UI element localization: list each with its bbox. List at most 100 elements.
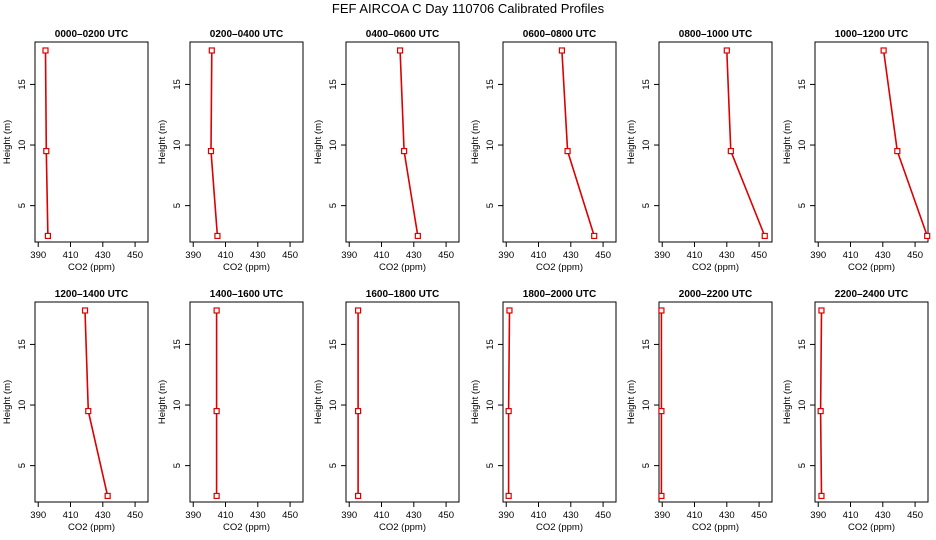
x-tick-label: 450 xyxy=(907,250,923,261)
x-tick-label: 390 xyxy=(810,510,826,521)
x-tick-label: 430 xyxy=(95,510,111,521)
plot-frame xyxy=(502,301,617,503)
x-axis-label: CO2 (ppm) xyxy=(68,262,115,273)
x-tick-label: 450 xyxy=(438,510,454,521)
plot-frame xyxy=(34,41,149,243)
profile-point xyxy=(505,407,512,415)
profile-point xyxy=(658,407,665,415)
y-tick-label: 5 xyxy=(328,463,339,468)
profile-point xyxy=(208,47,215,54)
y-tick-label: 10 xyxy=(485,140,496,151)
y-tick-label: 5 xyxy=(641,463,652,468)
x-tick-label: 410 xyxy=(531,250,547,261)
profile-panel: 1600–1800 UTC 390 410 430 450 5 10 15 CO2 (ppm) H… xyxy=(313,289,460,533)
x-tick-label: 430 xyxy=(406,250,422,261)
y-tick-label: 15 xyxy=(328,79,339,90)
profile-line xyxy=(399,50,419,237)
profile-point xyxy=(818,492,825,500)
x-tick-label: 390 xyxy=(498,510,514,521)
y-tick-label: 10 xyxy=(641,140,652,151)
y-tick-label: 10 xyxy=(797,140,808,151)
profile-panel: 1200–1400 UTC 390 410 430 450 5 10 15 CO2 (ppm) H… xyxy=(2,289,149,533)
profile-point xyxy=(355,307,362,314)
x-tick-label: 410 xyxy=(63,510,79,521)
y-tick-label: 5 xyxy=(485,203,496,208)
plot-frame xyxy=(34,301,149,503)
profile-point xyxy=(355,492,362,500)
y-tick-label: 15 xyxy=(641,339,652,350)
y-tick-label: 10 xyxy=(17,400,28,411)
x-axis-label: CO2 (ppm) xyxy=(68,522,115,533)
x-tick-label: 410 xyxy=(843,510,859,521)
plot-frame xyxy=(189,301,304,503)
profile-point xyxy=(44,232,52,240)
profile-line xyxy=(882,50,928,237)
y-tick-label: 15 xyxy=(328,339,339,350)
profile-line xyxy=(44,50,49,236)
y-axis-label: Height (m) xyxy=(470,120,481,164)
x-tick-label: 450 xyxy=(282,510,298,521)
x-tick-label: 450 xyxy=(595,510,611,521)
x-tick-label: 390 xyxy=(810,250,826,261)
profile-point xyxy=(880,47,887,54)
y-tick-label: 15 xyxy=(797,339,808,350)
profile-line xyxy=(507,310,511,496)
profile-point xyxy=(723,47,730,54)
x-tick-label: 450 xyxy=(751,250,767,261)
profile-panel: 0800–1000 UTC 390 410 430 450 5 10 15 CO2 (ppm) H… xyxy=(626,29,773,273)
y-tick-label: 5 xyxy=(328,203,339,208)
x-tick-label: 390 xyxy=(341,250,357,261)
y-axis-label: Height (m) xyxy=(470,380,481,424)
x-tick-label: 390 xyxy=(654,250,670,261)
plot-frame xyxy=(658,41,773,243)
y-tick-label: 10 xyxy=(17,140,28,151)
x-axis-label: CO2 (ppm) xyxy=(692,522,739,533)
x-tick-label: 430 xyxy=(719,510,735,521)
y-tick-label: 5 xyxy=(797,463,808,468)
y-tick-label: 15 xyxy=(485,339,496,350)
y-tick-label: 5 xyxy=(17,463,28,468)
profile-point xyxy=(213,407,220,415)
x-tick-label: 430 xyxy=(563,510,579,521)
panel-title: 1000–1200 UTC xyxy=(835,29,908,40)
x-axis-label: CO2 (ppm) xyxy=(536,522,583,533)
x-tick-label: 430 xyxy=(250,510,266,521)
profile-line xyxy=(561,50,595,237)
panel-title: 0000–0200 UTC xyxy=(55,29,128,40)
x-axis-label: CO2 (ppm) xyxy=(223,262,270,273)
y-axis-label: Height (m) xyxy=(157,120,168,164)
y-tick-label: 10 xyxy=(172,140,183,151)
y-tick-label: 15 xyxy=(17,339,28,350)
x-tick-label: 430 xyxy=(875,250,891,261)
x-tick-label: 450 xyxy=(127,250,143,261)
profile-point xyxy=(213,492,220,500)
profile-line xyxy=(726,50,766,237)
x-axis-label: CO2 (ppm) xyxy=(692,262,739,273)
x-tick-label: 390 xyxy=(185,510,201,521)
plot-frame xyxy=(345,41,460,243)
x-tick-label: 450 xyxy=(595,250,611,261)
panel-title: 0600–0800 UTC xyxy=(523,29,596,40)
panel-title: 2200–2400 UTC xyxy=(835,289,908,300)
profile-point xyxy=(506,307,513,314)
x-tick-label: 410 xyxy=(63,250,79,261)
x-tick-label: 430 xyxy=(95,250,111,261)
profile-point xyxy=(104,492,111,500)
plot-frame xyxy=(345,301,460,503)
x-tick-label: 410 xyxy=(218,250,234,261)
profile-point xyxy=(817,407,824,415)
y-axis-label: Height (m) xyxy=(626,120,637,164)
profile-point xyxy=(761,232,768,240)
x-tick-label: 430 xyxy=(406,510,422,521)
panel-title: 0400–0600 UTC xyxy=(366,29,439,40)
x-tick-label: 430 xyxy=(250,250,266,261)
x-axis-label: CO2 (ppm) xyxy=(848,262,895,273)
plot-frame xyxy=(814,41,929,243)
y-tick-label: 15 xyxy=(172,339,183,350)
x-tick-label: 410 xyxy=(218,510,234,521)
x-tick-label: 390 xyxy=(185,250,201,261)
plot-frame xyxy=(658,301,773,503)
y-axis-label: Height (m) xyxy=(626,380,637,424)
plot-frame xyxy=(502,41,617,243)
profile-point xyxy=(558,47,566,54)
